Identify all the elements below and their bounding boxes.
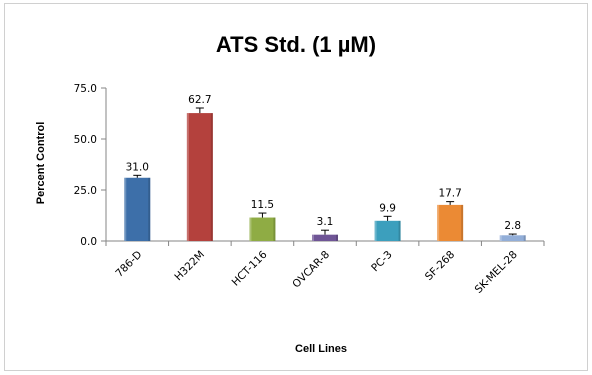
bar-sf-268 <box>437 204 464 241</box>
data-label: 2.8 <box>504 220 521 232</box>
y-axis-title: Percent Control <box>35 122 47 205</box>
bar-highlight <box>499 235 502 241</box>
data-label: 3.1 <box>317 216 334 228</box>
bar-highlight <box>312 234 314 241</box>
chart-title: ATS Std. (1 µM) <box>216 32 376 57</box>
bar-ovcar-8 <box>312 234 338 241</box>
x-tick-label: SK-MEL-28 <box>473 249 520 296</box>
bar-highlight <box>186 113 189 241</box>
y-tick-label: 75.0 <box>74 83 97 95</box>
bar-highlight <box>437 204 440 241</box>
x-tick-label: HCT-116 <box>230 248 270 288</box>
data-label: 9.9 <box>379 202 396 214</box>
x-axis-title: Cell Lines <box>295 343 347 355</box>
y-tick-label: 0.0 <box>80 236 97 248</box>
chart-frame <box>4 3 588 371</box>
y-tick-label: 50.0 <box>74 134 97 146</box>
y-tick-label: 25.0 <box>74 185 97 197</box>
bar-sk-mel-28 <box>499 235 526 241</box>
data-label: 11.5 <box>251 199 274 211</box>
bar-highlight <box>249 217 252 241</box>
data-label: 62.7 <box>188 94 211 106</box>
data-label: 31.0 <box>126 161 149 173</box>
data-label: 17.7 <box>438 188 461 200</box>
bar-hct-116 <box>249 217 276 241</box>
bar-shade <box>148 177 151 241</box>
bar-highlight <box>374 220 377 241</box>
bar-shade <box>398 220 401 241</box>
bar-shade <box>210 113 213 241</box>
x-tick-label: H322M <box>172 249 207 284</box>
plot-area: 0.0 25.0 50.0 75.0 31.0 786-D 62.7 H322M 11.5 HCT… <box>74 83 545 296</box>
x-tick-label: SF-268 <box>423 249 457 283</box>
bar-highlight <box>124 177 127 241</box>
bar-h322m <box>186 113 213 241</box>
bar-shade <box>336 234 338 241</box>
x-tick-label: PC-3 <box>369 249 395 275</box>
x-tick-label: 786-D <box>113 249 144 280</box>
bar-shade <box>273 217 276 241</box>
bar-shade <box>523 235 526 241</box>
bar-pc-3 <box>374 220 401 241</box>
bar-shade <box>461 204 464 241</box>
bar-786-d <box>124 177 151 241</box>
x-tick-label: OVCAR-8 <box>290 249 332 291</box>
